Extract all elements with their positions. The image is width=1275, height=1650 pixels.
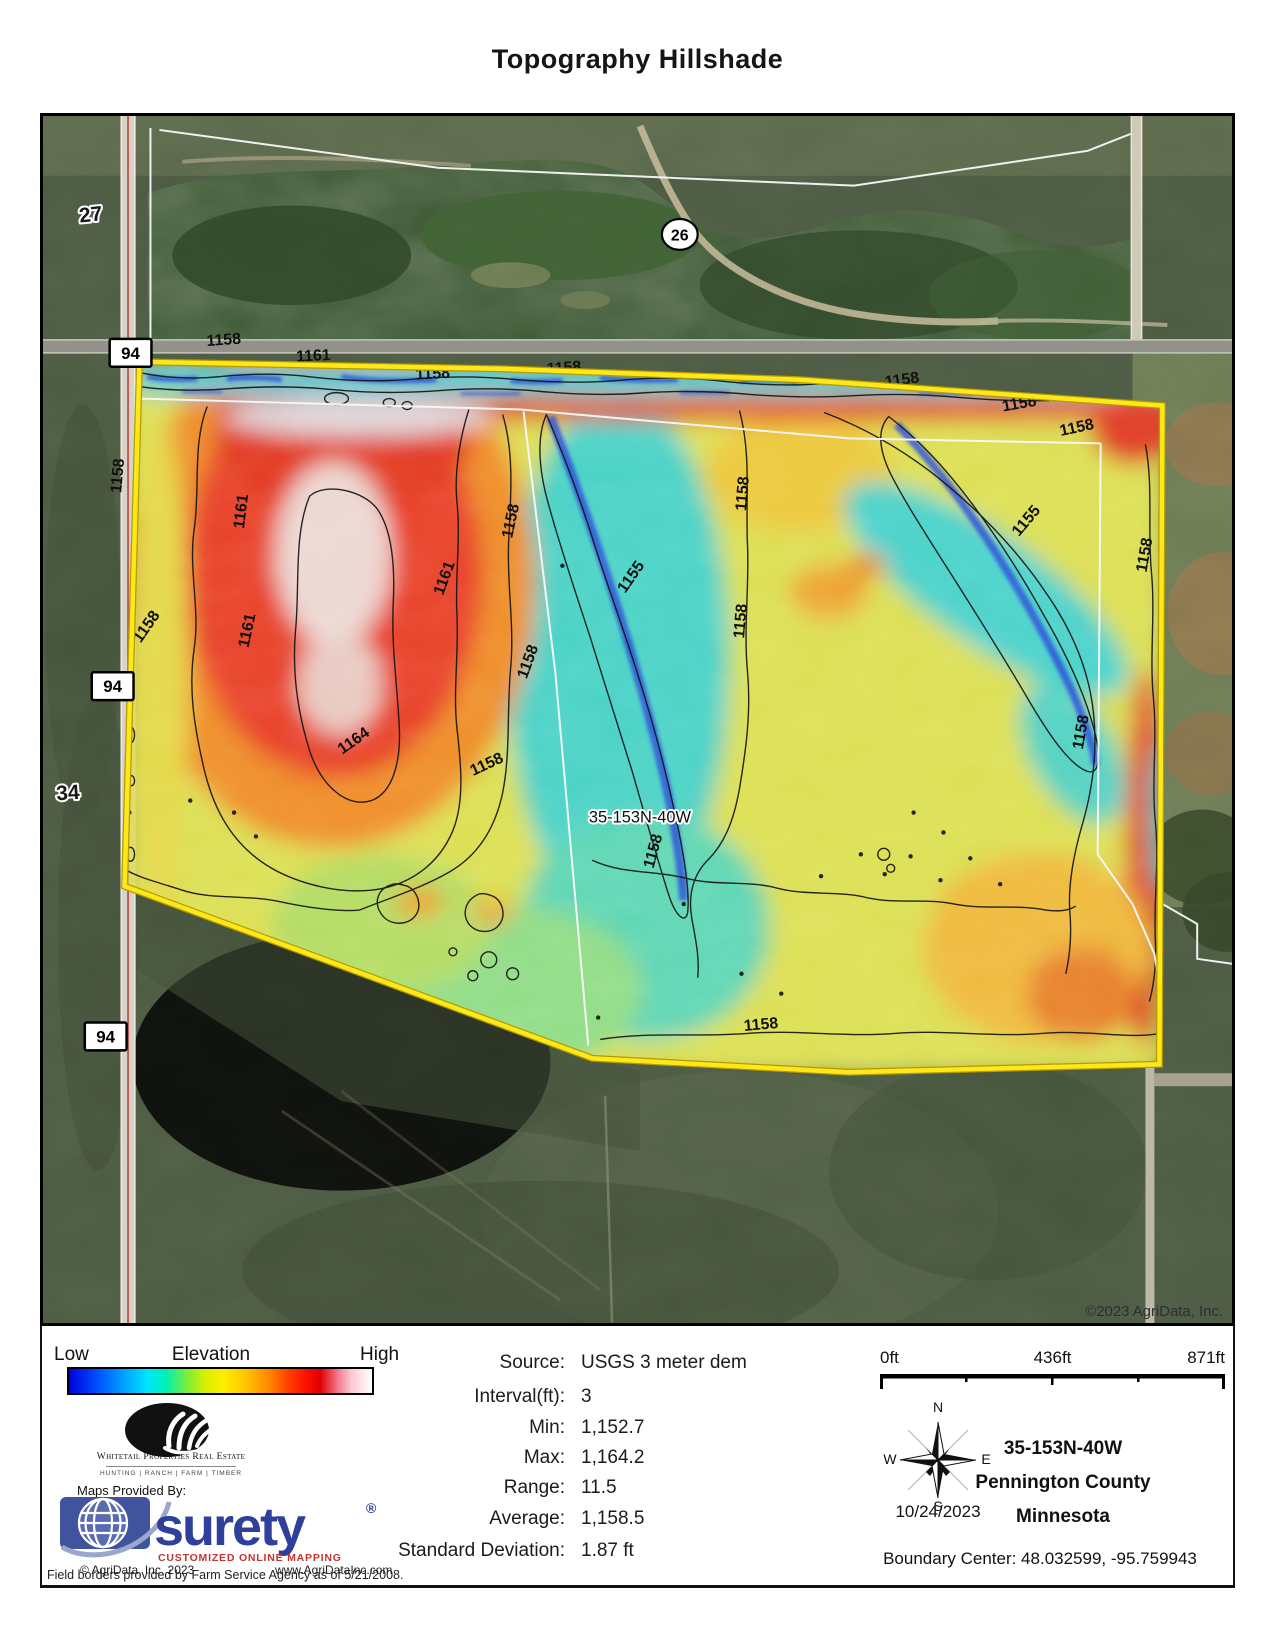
contour-label: 1161 xyxy=(296,347,332,366)
legend-panel: Low Elevation High Whitetail Properties … xyxy=(40,1326,1235,1588)
topography-map: 1158 1161 1158 1158 1158 1158 1158 1158 … xyxy=(43,116,1232,1323)
stat-row-average: Average: 1,158.5 xyxy=(240,1508,820,1530)
scalebar-end: 871ft xyxy=(1187,1348,1225,1367)
surety-swoosh xyxy=(60,1501,172,1558)
stat-label: Range: xyxy=(503,1477,565,1498)
stat-value: 3 xyxy=(581,1386,592,1407)
stat-value: 11.5 xyxy=(581,1477,617,1498)
stat-value: 1,152.7 xyxy=(581,1417,645,1438)
stat-value: 1,158.5 xyxy=(581,1508,645,1529)
road-right-vertical xyxy=(1130,116,1143,347)
scalebar-labels: 0ft 436ft 871ft xyxy=(880,1348,1225,1368)
stat-value: USGS 3 meter dem xyxy=(581,1352,747,1373)
road-horizontal xyxy=(43,339,1232,353)
agridata-url[interactable]: www.AgriDataInc.com xyxy=(275,1563,393,1577)
map-labels: 27 34 94 94 94 26 35-153N-40W ©2023 Agri… xyxy=(54,200,1224,1320)
svg-text:94: 94 xyxy=(103,677,122,696)
stat-label: Standard Deviation: xyxy=(398,1540,565,1561)
contour-lines xyxy=(125,372,1160,1041)
map-canvas: 1158 1161 1158 1158 1158 1158 1158 1158 … xyxy=(40,113,1235,1326)
surety-tagline: CUSTOMIZED ONLINE MAPPING xyxy=(158,1552,342,1564)
surety-wordmark: surety xyxy=(154,1497,306,1557)
contour-label: 1158 xyxy=(743,1015,779,1035)
section-label-27: 27 xyxy=(78,202,104,227)
boundary-center: Boundary Center: 48.032599, -95.759943 xyxy=(883,1549,1197,1568)
compass-n-label: N xyxy=(933,1399,943,1415)
scalebar-mid: 436ft xyxy=(1033,1348,1072,1367)
contour-label: 1158 xyxy=(733,476,753,512)
compass-s-label: S xyxy=(933,1498,942,1514)
map-copyright: ©2023 AgriData, Inc. xyxy=(1085,1303,1223,1320)
compass-w-label: W xyxy=(883,1451,897,1467)
stat-row-stddev: Standard Deviation: 1.87 ft xyxy=(240,1540,820,1562)
whitetail-divider xyxy=(106,1466,236,1467)
highway-shield-94-top: 94 xyxy=(108,337,153,368)
contour-label: 1158 xyxy=(499,502,523,539)
stat-label: Max: xyxy=(523,1447,565,1468)
location-block: 35-153N-40W Pennington County Minnesota xyxy=(948,1432,1178,1534)
stat-value: 1,164.2 xyxy=(581,1447,645,1468)
forest-trail xyxy=(636,124,999,326)
svg-text:26: 26 xyxy=(671,227,689,244)
whitetail-name: Whitetail Properties Real Estate xyxy=(96,1452,246,1462)
location-state: Minnesota xyxy=(1016,1506,1110,1527)
highway-shield-94-bottom: 94 xyxy=(83,1021,128,1052)
surety-registered-mark: ® xyxy=(366,1500,377,1516)
highway-shield-94-mid: 94 xyxy=(90,670,135,702)
location-trs: 35-153N-40W xyxy=(1003,1438,1123,1459)
stat-label: Min: xyxy=(529,1417,565,1438)
road-bottom-right-horizontal xyxy=(1154,1073,1232,1087)
road-bottom-right-vertical xyxy=(1145,1066,1155,1323)
stat-label: Average: xyxy=(489,1508,565,1529)
surety-logo: surety ® CUSTOMIZED ONLINE MAPPING xyxy=(60,1497,377,1564)
contour-label: 1158 xyxy=(1134,536,1157,573)
scalebar xyxy=(880,1374,1225,1389)
property-lines xyxy=(139,127,1232,1046)
scalebar-start: 0ft xyxy=(880,1348,899,1367)
map-date: 10/24/2023 xyxy=(895,1502,981,1521)
contour-label: 1158 xyxy=(1058,416,1095,440)
elevation-gradient-bar xyxy=(67,1367,374,1395)
whitetail-tagline: HUNTING | RANCH | FARM | TIMBER xyxy=(99,1470,243,1477)
contour-label: 1158 xyxy=(731,603,751,639)
stat-label: Interval(ft): xyxy=(474,1386,565,1407)
whitetail-logo xyxy=(125,1403,217,1457)
legend-low-label: Low xyxy=(54,1344,89,1365)
page-title: Topography Hillshade xyxy=(491,44,784,74)
compass-rose: N E S W xyxy=(883,1399,990,1514)
agridata-copyright: © AgriData, Inc. 2023 xyxy=(80,1563,195,1577)
contour-label: 1158 xyxy=(1070,714,1093,751)
stat-row-range: Range: 11.5 xyxy=(240,1477,820,1499)
parcel-label: 35-153N-40W xyxy=(589,808,692,826)
svg-text:94: 94 xyxy=(96,1027,115,1046)
route-shield-26: 26 xyxy=(660,217,699,251)
field-borders-note: Field borders provided by Farm Service A… xyxy=(47,1568,404,1582)
location-county: Pennington County xyxy=(975,1472,1151,1493)
stat-row-source: Source: USGS 3 meter dem xyxy=(240,1352,820,1374)
stat-row-interval: Interval(ft): 3 xyxy=(240,1386,820,1408)
contour-label: 1161 xyxy=(236,612,260,649)
section-label-34: 34 xyxy=(56,781,81,806)
field-boundary xyxy=(121,358,1166,1076)
legend-title: Elevation xyxy=(171,1344,251,1365)
stat-row-min: Min: 1,152.7 xyxy=(240,1417,820,1439)
stat-row-max: Max: 1,164.2 xyxy=(240,1447,820,1469)
stat-label: Source: xyxy=(499,1352,565,1373)
svg-text:94: 94 xyxy=(121,344,140,363)
compass-e-label: E xyxy=(981,1451,990,1467)
contour-label: 1158 xyxy=(206,331,242,350)
field-trail xyxy=(182,155,471,168)
maps-provided-by-label: Maps Provided By: xyxy=(77,1483,187,1498)
contour-label: 1161 xyxy=(231,493,252,529)
contour-label: 1158 xyxy=(108,458,128,494)
globe-icon xyxy=(77,1497,129,1549)
legend-high-label: High xyxy=(360,1344,400,1365)
stat-value: 1.87 ft xyxy=(581,1540,634,1561)
contour-dots xyxy=(127,563,1003,1020)
